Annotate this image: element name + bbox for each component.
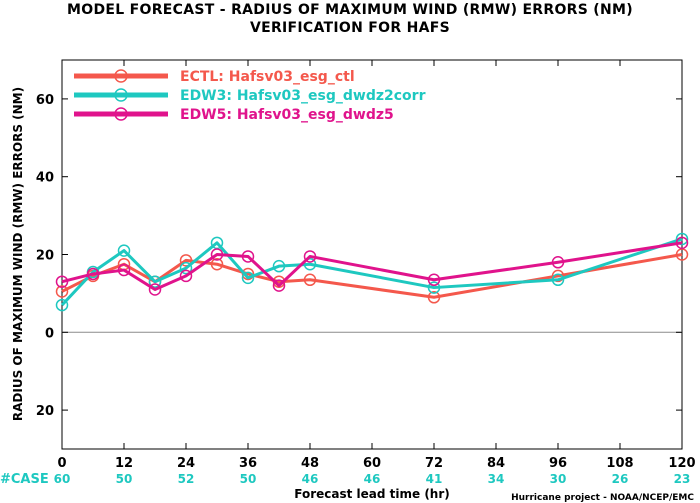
y-axis-label: RADIUS OF MAXIMUM WIND (RMW) ERRORS (NM) [11,87,25,421]
x-tick-label: 12 [115,456,133,471]
x-tick-label: 120 [668,456,695,471]
series-point-1 [179,254,193,267]
series-point-3 [179,269,193,283]
series-point-2 [272,259,286,273]
legend-marker [114,107,128,121]
series-point-1 [241,267,255,281]
series-point-2 [551,273,565,287]
series-point-3 [55,275,69,288]
y-tick-label: 60 [36,93,54,108]
series-point-3 [241,250,255,263]
case-count: 23 [674,472,691,486]
legend-marker [114,88,128,102]
case-count: 50 [240,472,257,486]
x-tick-label: 24 [177,456,195,471]
series-point-3 [551,256,565,269]
series-point-2 [675,232,689,246]
x-axis-label: Forecast lead time (hr) [294,487,450,501]
case-count: 26 [612,472,629,486]
series-point-1 [427,291,441,304]
series-point-3 [303,250,317,263]
x-tick-label: 36 [239,456,257,471]
case-count: 60 [54,472,71,486]
case-count: 30 [550,472,567,486]
series-point-2 [241,271,255,285]
series-point-3 [675,236,689,250]
x-tick-label: 72 [425,456,443,471]
series-point-3 [117,263,131,277]
x-tick-label: 48 [301,456,319,471]
series-point-2 [148,275,162,288]
case-label: #CASE [0,472,49,487]
series-point-1 [55,285,69,298]
legend-label: EDW5: Hafsv03_esg_dwdz5 [180,107,394,123]
series-point-3 [86,267,100,281]
x-tick-label: 60 [363,456,381,471]
credit-text: Hurricane project - NOAA/NCEP/EMC [511,493,694,503]
series-point-1 [551,269,565,283]
series-point-2 [303,257,317,271]
x-tick-label: 108 [606,456,633,471]
chart-title: MODEL FORECAST - RADIUS OF MAXIMUM WIND … [67,2,633,18]
case-count: 41 [426,472,443,486]
y-tick-label: 20 [36,404,54,419]
series-point-1 [303,273,317,287]
series-point-2 [179,261,193,275]
chart-subtitle: VERIFICATION FOR HAFS [249,20,451,36]
x-tick-label: 96 [549,456,567,471]
series-point-1 [210,257,224,271]
case-count: 46 [364,472,381,486]
case-count: 50 [116,472,133,486]
series-point-2 [117,244,131,257]
legend-label: EDW3: Hafsv03_esg_dwdz2corr [180,88,426,104]
case-count: 46 [302,472,319,486]
series-point-3 [148,283,162,296]
y-tick-label: 0 [45,326,54,341]
y-tick-label: 40 [36,171,54,186]
series-point-2 [427,281,441,294]
x-tick-label: 84 [487,456,505,471]
series-point-3 [272,279,286,292]
legend-marker [114,69,128,83]
series-point-2 [55,298,69,312]
case-count: 34 [488,472,505,486]
series-point-3 [210,248,224,261]
series-point-3 [427,273,441,287]
x-tick-label: 0 [57,456,66,471]
y-tick-label: 20 [36,249,54,264]
series-line-2 [60,237,683,307]
legend-label: ECTL: Hafsv03_esg_ctl [180,69,355,85]
case-count: 52 [178,472,195,486]
